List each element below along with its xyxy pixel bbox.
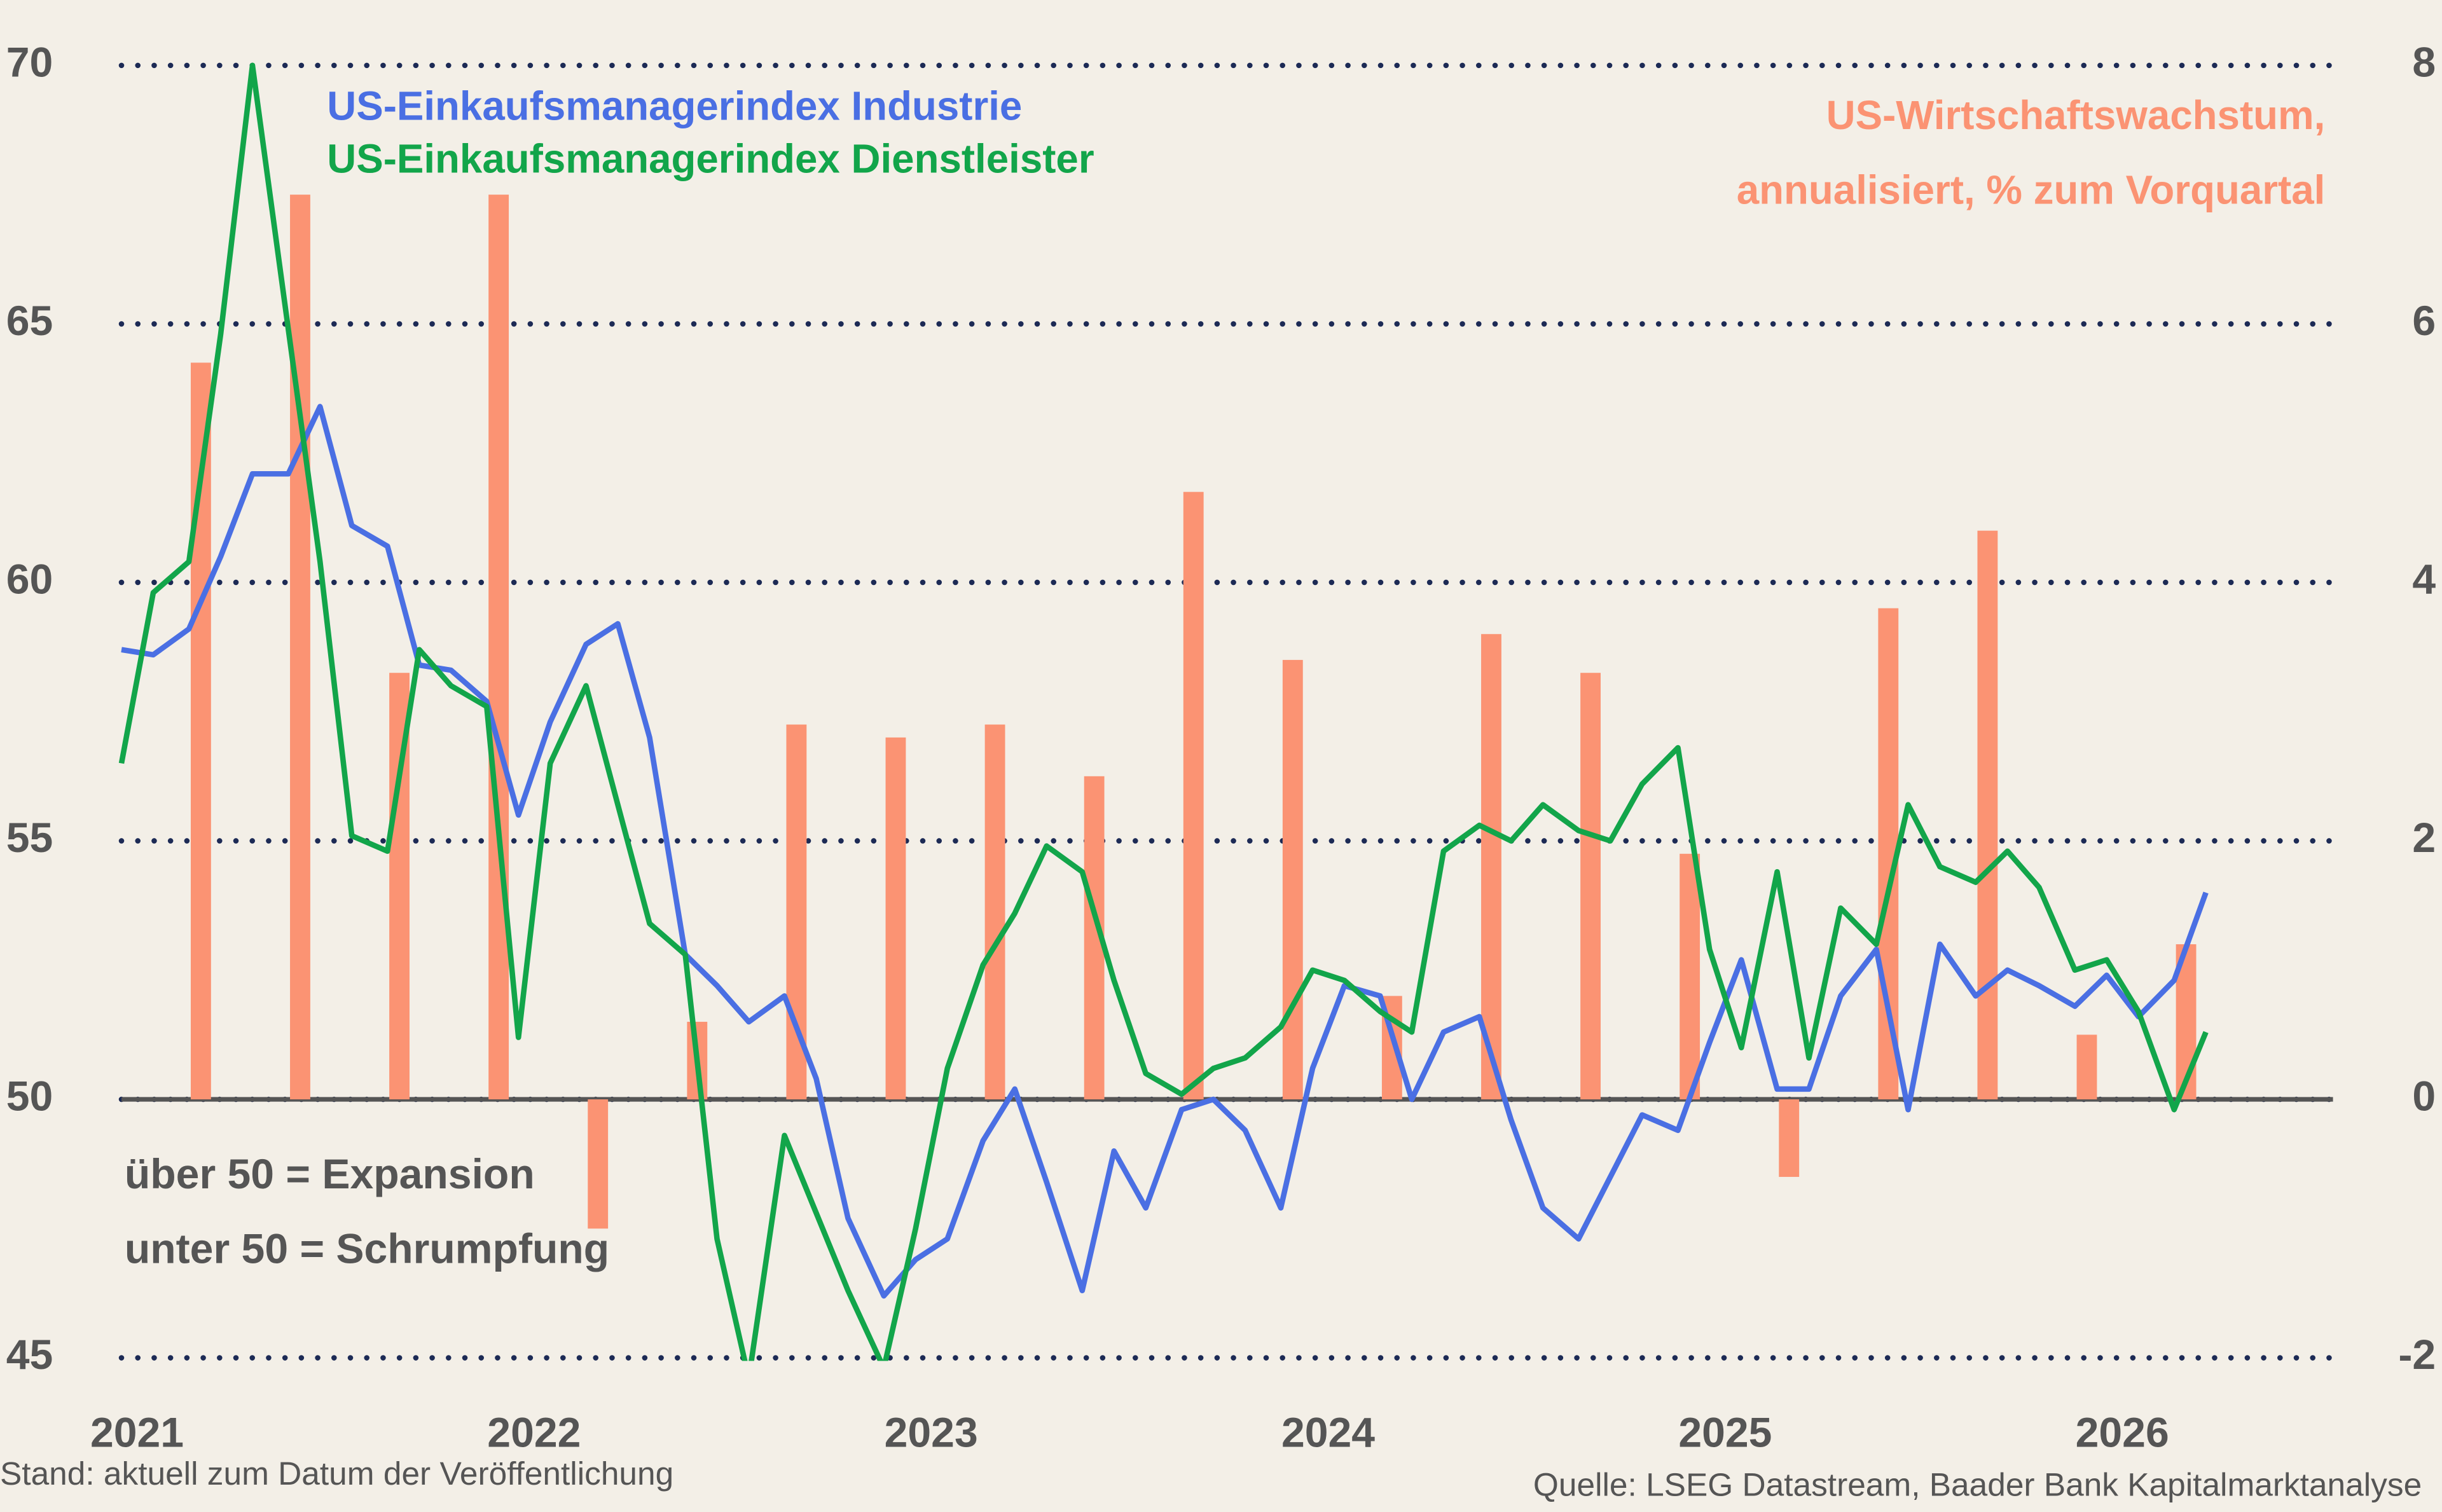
line (118, 62, 2209, 1361)
y-tick-label: 60 (6, 556, 53, 603)
y2-tick-label: 6 (2412, 298, 2436, 345)
annotation: unter 50 = Schrumpfung (125, 1225, 609, 1272)
x-tick-label: 2023 (885, 1409, 978, 1456)
bar (1779, 1099, 1800, 1177)
source: Quelle: LSEG Datastream, Baader Bank Kap… (1533, 1466, 2422, 1502)
legend-entry: US-Wirtschaftswachstum, annualisiert, % z… (1737, 93, 2326, 213)
y2-tick-label: 2 (2412, 814, 2436, 862)
y-tick-label: 45 (6, 1331, 53, 1378)
line (121, 404, 2209, 1299)
bar (1580, 673, 1601, 1099)
legend-line: US-Wirtschaftswachstum, (1826, 93, 2326, 138)
y2-tick-label: 0 (2412, 1073, 2436, 1120)
y-tick-label: 55 (6, 814, 53, 862)
bar (488, 195, 509, 1100)
annotation: über 50 = Expansion (125, 1151, 535, 1198)
bars (190, 195, 2197, 1229)
x-tick-label: 2024 (1281, 1409, 1375, 1456)
x-tick-label: 2022 (487, 1409, 581, 1456)
y2-tick-label: 8 (2412, 39, 2436, 86)
bar (588, 1099, 609, 1229)
legend-entry: US-Einkaufsmanagerindex Dienstleister (327, 137, 1094, 182)
bar (1183, 491, 1204, 1099)
bar (1977, 530, 1998, 1099)
y-tick-label: 65 (6, 298, 53, 345)
y-tick-label: 50 (6, 1073, 53, 1120)
legend-line: annualisiert, % zum Vorquartal (1737, 168, 2326, 213)
lines (118, 62, 2209, 1361)
y-tick-label: 70 (6, 39, 53, 86)
bar (786, 724, 807, 1099)
bar (984, 724, 1005, 1099)
bar (885, 737, 906, 1099)
footnote: Stand: aktuell zum Datum der Veröffentli… (0, 1455, 673, 1492)
bar (1680, 853, 1700, 1099)
bar (1282, 659, 1303, 1099)
labels: über 50 = Expansion unter 50 = Schrumpfu… (0, 39, 2436, 1502)
x-tick-label: 2025 (1678, 1409, 1772, 1456)
legend-entry: US-Einkaufsmanagerindex Industrie (327, 83, 1022, 128)
x-tick-label: 2021 (90, 1409, 184, 1456)
bar (290, 195, 310, 1100)
bar (2076, 1034, 2097, 1099)
y2-tick-label: 4 (2412, 556, 2436, 603)
bar (1481, 634, 1501, 1099)
y2-tick-label: -2 (2398, 1331, 2436, 1378)
x-tick-label: 2026 (2076, 1409, 2169, 1456)
